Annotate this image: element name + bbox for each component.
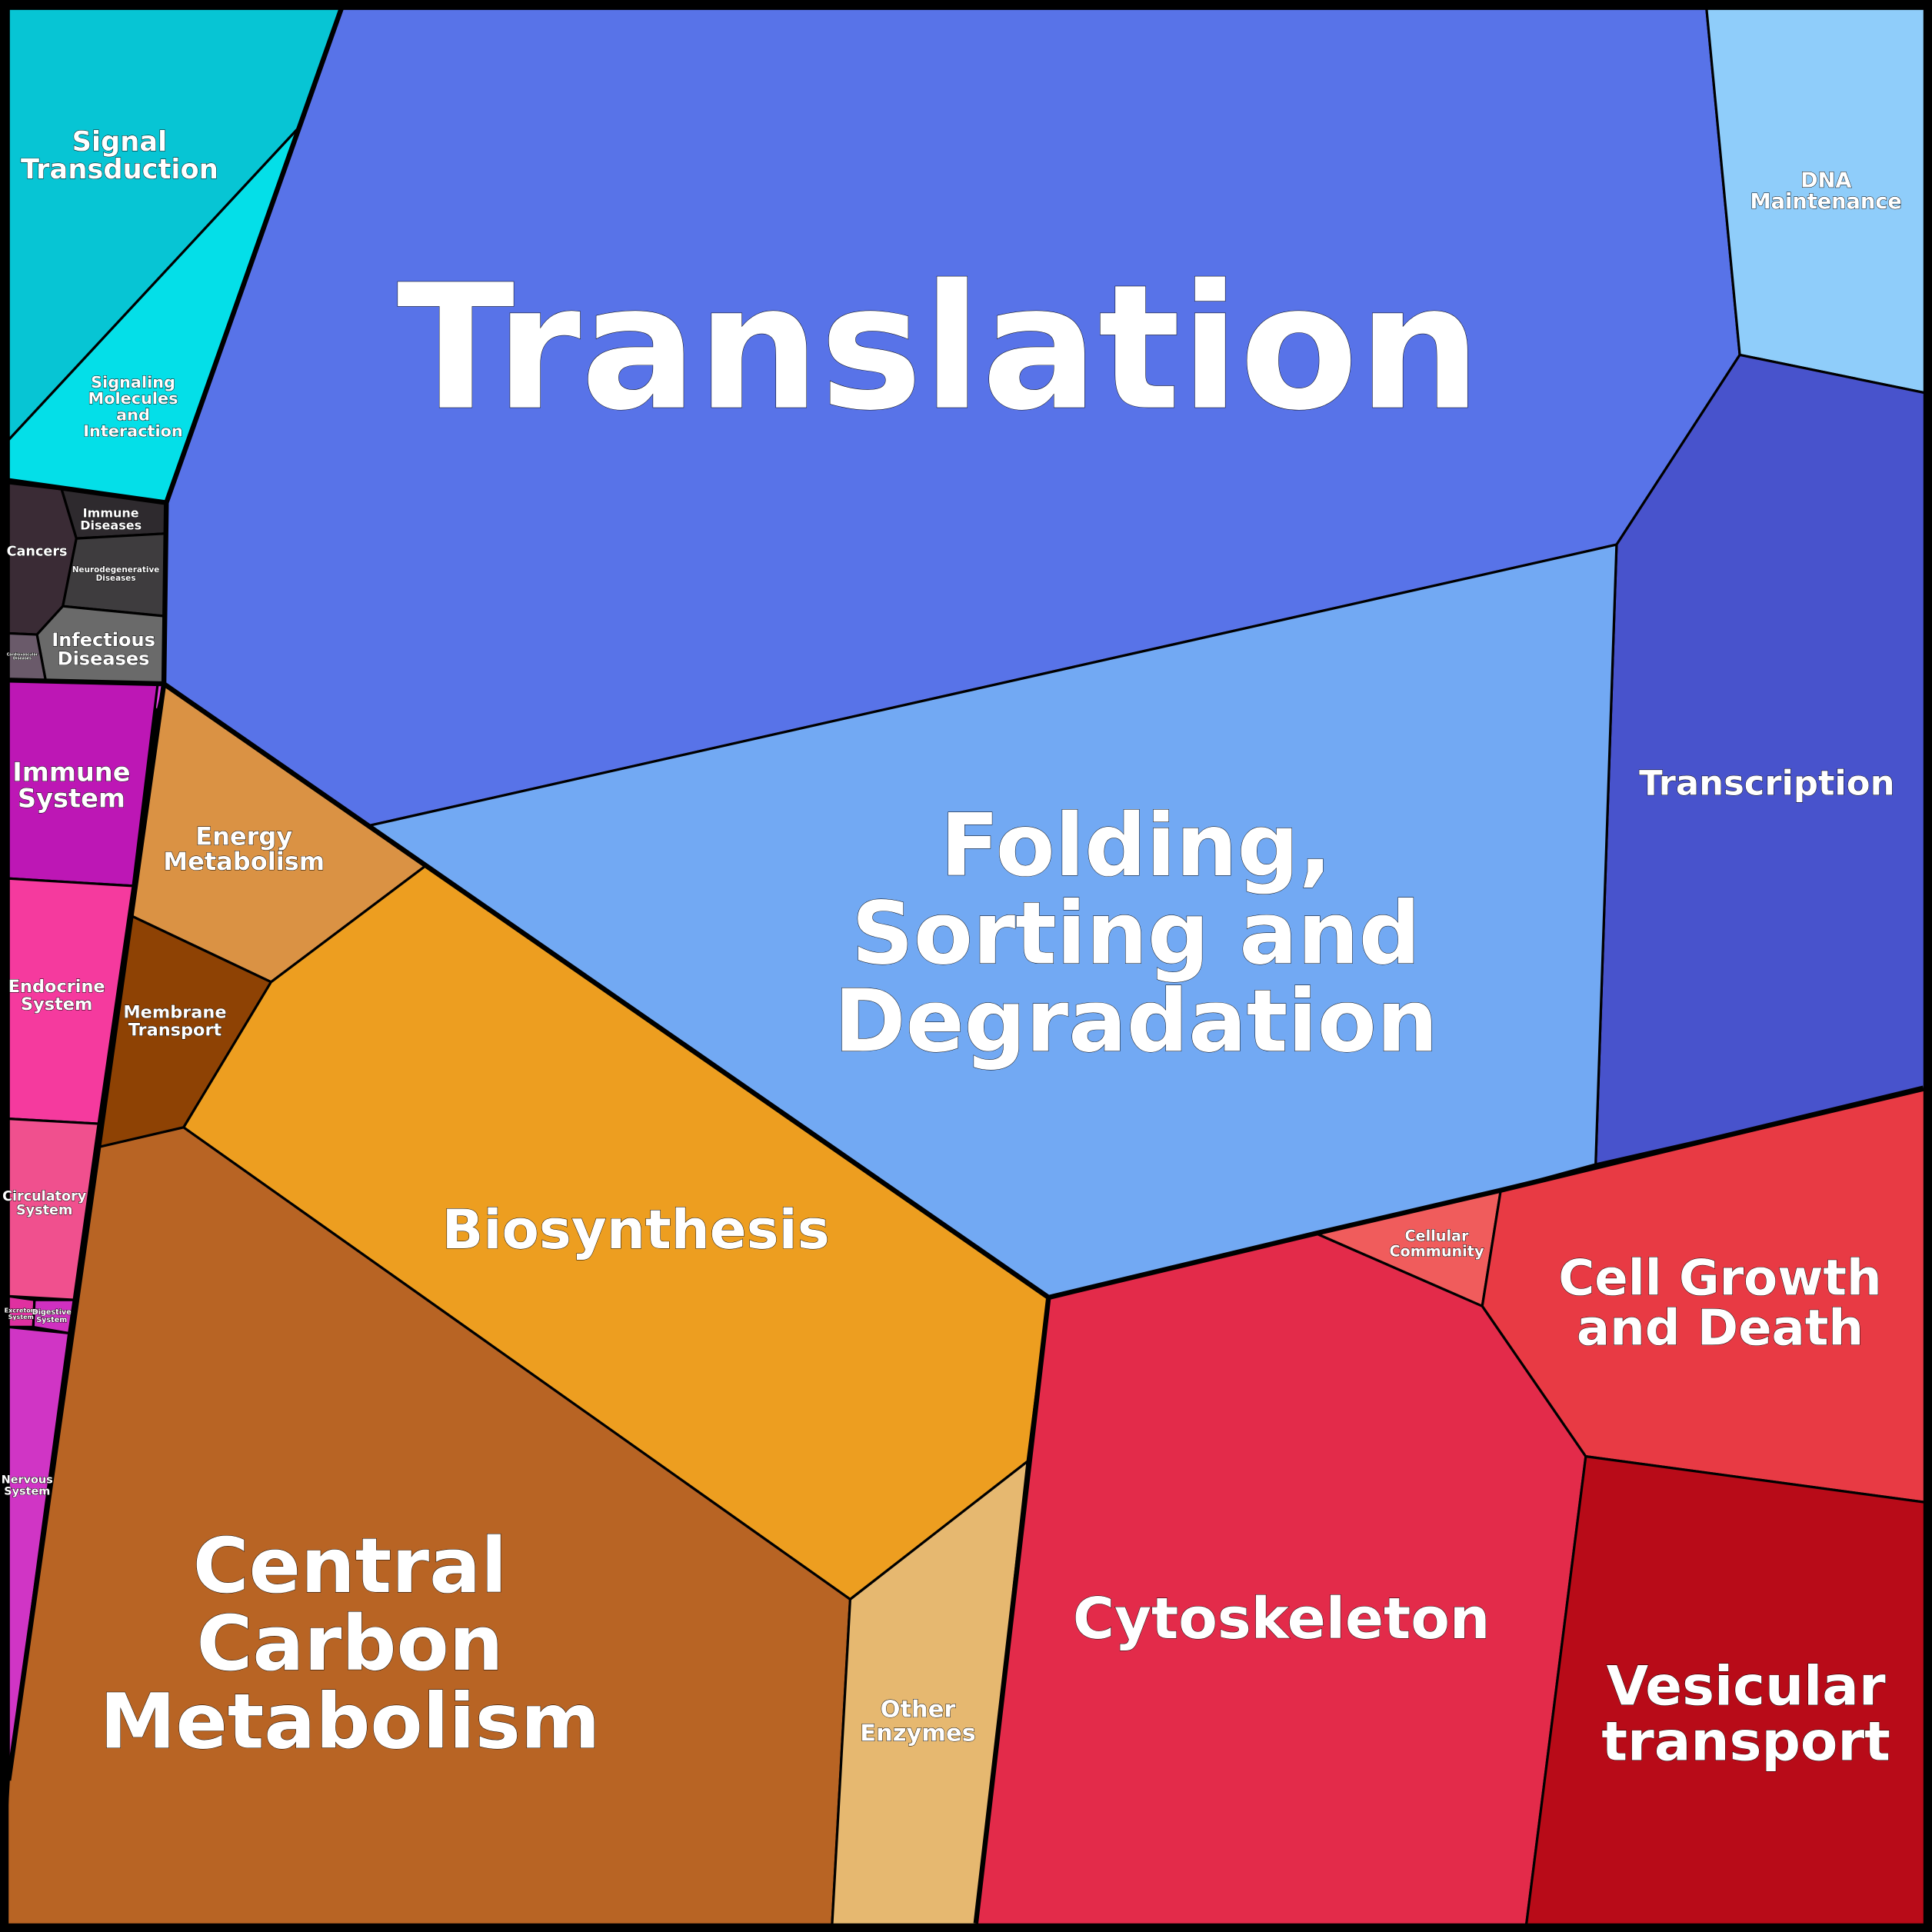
cell-label: Immune System [12, 757, 130, 813]
cell-label: Signal Transduction [21, 125, 218, 185]
cell-label-line: Cellular [1404, 1227, 1469, 1244]
cell-label-line: transport [1601, 1710, 1890, 1773]
cell-label: Neurodegenerative Diseases [72, 565, 159, 583]
cell-label-line: Carbon [197, 1600, 504, 1688]
cell-label: Energy Metabolism [163, 821, 325, 876]
cell-label-line: Maintenance [1750, 190, 1902, 214]
cell [1524, 1455, 1932, 1932]
cell-label-line: Nervous [2, 1474, 53, 1487]
cell-label-line: Endocrine [8, 977, 105, 997]
cell-label: Signaling Molecules and Interaction [83, 373, 182, 441]
cell-label-line: Metabolism [163, 847, 325, 876]
cell-label: Nervous System [2, 1474, 53, 1498]
cell-label: Cell Growth and Death [1558, 1250, 1881, 1357]
cell-label-line: System [4, 1485, 50, 1497]
cell [974, 1232, 1587, 1932]
cell-label-line: Translation [397, 247, 1481, 448]
cell-label: Biosynthesis [442, 1198, 830, 1261]
cell-label-line: System [16, 1203, 72, 1218]
cell-label-line: Excretory [5, 1307, 38, 1314]
cell-label-line: Transport [128, 1021, 222, 1041]
cell-label: Endocrine System [8, 977, 105, 1014]
cell-label: Digestive System [32, 1308, 72, 1324]
cell-label-line: Biosynthesis [442, 1198, 830, 1261]
cell-label-line: Digestive [32, 1308, 72, 1317]
cell-label-line: Neurodegenerative [72, 565, 159, 575]
cell-label: Membrane Transport [123, 1003, 226, 1041]
cell-label-line: System [8, 1313, 34, 1320]
cell-label-line: System [21, 994, 92, 1014]
cell-label: Excretory System [5, 1307, 38, 1320]
cell-label: Infectious Diseases [52, 629, 155, 670]
cell-label-line: Signaling [91, 373, 175, 391]
cell-label-line: Interaction [83, 422, 182, 441]
cell-label-line: Cancers [7, 545, 68, 560]
cell-label-line: Cytoskeleton [1073, 1587, 1490, 1652]
cell-label: Folding, Sorting and Degradation [834, 796, 1438, 1072]
group-border [8, 478, 169, 687]
cell-label-line: and Death [1577, 1301, 1864, 1357]
cell-label-line: Immune [12, 757, 130, 787]
cell-label-line: Cell Growth [1558, 1250, 1881, 1307]
cell-label-line: Sorting and [851, 884, 1421, 984]
cell-label: Cytoskeleton [1073, 1587, 1490, 1652]
cell-label-line: Diseases [58, 648, 150, 670]
cell-label-line: Degradation [834, 972, 1438, 1072]
cell-label: Immune Diseases [80, 505, 142, 532]
cell-label: Circulatory System [2, 1189, 87, 1218]
cell-label-line: Transduction [21, 153, 218, 185]
cell-label-line: Vesicular [1607, 1654, 1886, 1717]
cell-label: Vesicular transport [1601, 1654, 1890, 1773]
group-border [1048, 1085, 1924, 1301]
cell-label: Central Carbon Metabolism [100, 1521, 601, 1766]
cell-label: Cellular Community [1389, 1227, 1484, 1260]
cell-label: Cardiovascular Diseases [7, 652, 38, 661]
cell [830, 1460, 1029, 1932]
cell-label-line: Circulatory [2, 1189, 87, 1204]
cell-label-line: Central [193, 1521, 507, 1610]
cell-label-line: Diseases [13, 656, 32, 661]
cell-label-line: Other [881, 1696, 956, 1723]
cell-label: Translation [397, 247, 1481, 448]
group-border [164, 8, 344, 504]
cell-label-line: Folding, [941, 796, 1332, 896]
cell-label-line: Diseases [80, 518, 142, 532]
cell-label-line: and [116, 405, 150, 424]
cell-label-line: Infectious [52, 629, 155, 651]
cell-label-line: Signal [72, 125, 168, 157]
cell-label-line: Molecules [88, 389, 178, 408]
cells [0, 7, 1932, 1932]
cell-label-line: Metabolism [100, 1677, 601, 1766]
cell-label-line: Community [1389, 1242, 1484, 1260]
cell-label-line: DNA [1800, 168, 1851, 192]
cell-label-line: Energy [195, 821, 292, 851]
cell-label-line: System [18, 783, 125, 813]
cell-label-line: Diseases [96, 574, 136, 583]
cell-label: Cancers [7, 545, 68, 560]
cell-label-line: Cardiovascular [7, 652, 38, 657]
cell-label-line: System [36, 1315, 67, 1324]
cell-label-line: Membrane [123, 1003, 226, 1023]
cell-label: Other Enzymes [860, 1696, 975, 1747]
group-borders [6, 8, 1924, 1924]
cell-label-line: Enzymes [860, 1720, 975, 1747]
cell-label-line: Transcription [1639, 762, 1894, 803]
cell-label: DNA Maintenance [1750, 168, 1902, 214]
group-border [6, 683, 167, 1781]
cell-label: Transcription [1639, 762, 1894, 803]
cell-label-line: Immune [83, 505, 139, 520]
